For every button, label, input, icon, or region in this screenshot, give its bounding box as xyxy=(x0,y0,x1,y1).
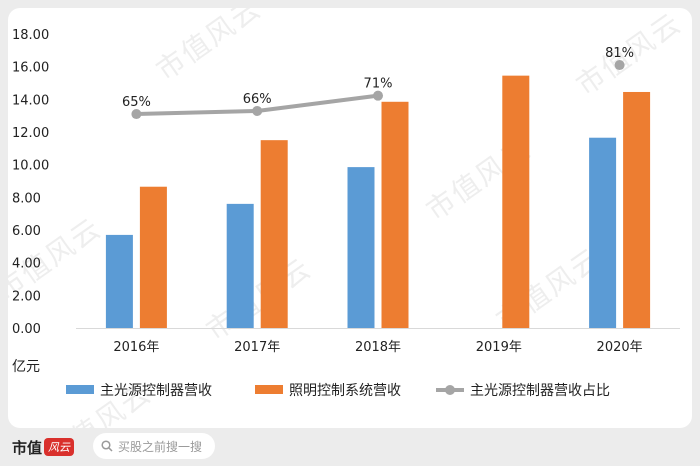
legend-marker xyxy=(445,385,455,395)
search-icon xyxy=(101,440,113,452)
y-unit-label: 亿元 xyxy=(12,359,40,375)
footer-bar: 市值 风云 买股之前搜一搜 xyxy=(0,428,700,466)
x-axis-ticks: 2016年 2017年 2018年 2019年 2020年 xyxy=(113,340,642,355)
bar-controller-2020年 xyxy=(589,137,617,328)
search-input[interactable]: 买股之前搜一搜 xyxy=(93,433,215,459)
bar-lighting-2017年 xyxy=(260,140,288,328)
x-tick-label: 2019年 xyxy=(476,340,522,355)
y-axis-ticks: 0.00 2.00 4.00 6.00 8.00 10.00 12.00 14.00 16.00… xyxy=(12,28,49,337)
x-tick-label: 2017年 xyxy=(234,340,280,355)
ratio-point-2020年 xyxy=(614,60,625,71)
bar-controller-2016年 xyxy=(105,234,133,328)
y-tick-label: 2.00 xyxy=(12,289,41,304)
bar-controller-2017年 xyxy=(226,203,254,328)
y-tick-label: 6.00 xyxy=(12,224,41,239)
bar-lighting-2018年 xyxy=(381,101,409,329)
x-tick-label: 2020年 xyxy=(597,340,643,355)
y-tick-label: 14.00 xyxy=(12,93,49,108)
bar-controller-2018年 xyxy=(347,167,375,328)
bar-lighting-2020年 xyxy=(623,91,651,328)
bar-lighting-2016年 xyxy=(139,186,167,328)
chart-card: 市值风云 市值风云 市值风云 市值风云 市值风云 市值风云 市值风云 0.00 2… xyxy=(8,8,692,428)
y-tick-label: 12.00 xyxy=(12,126,49,141)
y-tick-label: 10.00 xyxy=(12,159,49,174)
ratio-point-2016年 xyxy=(131,109,142,120)
ratio-data-label: 65% xyxy=(122,95,151,110)
ratio-line: 65% 66% 71% 81% xyxy=(122,46,634,120)
search-placeholder: 买股之前搜一搜 xyxy=(118,439,203,454)
y-tick-label: 16.00 xyxy=(12,61,49,76)
x-tick-label: 2018年 xyxy=(355,340,401,355)
ratio-point-2018年 xyxy=(373,90,383,101)
legend-label: 主光源控制器营收占比 xyxy=(470,383,610,399)
legend-swatch xyxy=(66,385,94,394)
y-tick-label: 8.00 xyxy=(12,191,41,206)
y-tick-label: 0.00 xyxy=(12,322,41,337)
legend: 主光源控制器营收 照明控制系统营收 主光源控制器营收占比 xyxy=(66,383,610,399)
y-tick-label: 4.00 xyxy=(12,257,41,272)
brand-mark: 风云 xyxy=(44,438,75,456)
legend-label: 照明控制系统营收 xyxy=(289,383,401,399)
brand-name: 市值 xyxy=(12,438,43,457)
bar-line-chart: 0.00 2.00 4.00 6.00 8.00 10.00 12.00 14.00 16.00… xyxy=(12,28,680,399)
brand-logo[interactable]: 市值 风云 xyxy=(12,435,75,459)
bar-lighting-2019年 xyxy=(502,75,530,329)
x-tick-label: 2016年 xyxy=(113,340,159,355)
ratio-data-label: 71% xyxy=(364,77,393,92)
legend-label: 主光源控制器营收 xyxy=(100,383,212,399)
legend-swatch xyxy=(255,385,283,394)
y-tick-label: 18.00 xyxy=(12,28,49,43)
ratio-data-label: 81% xyxy=(605,46,634,61)
ratio-point-2017年 xyxy=(252,105,263,116)
bars xyxy=(105,75,651,329)
ratio-data-label: 66% xyxy=(243,92,272,107)
